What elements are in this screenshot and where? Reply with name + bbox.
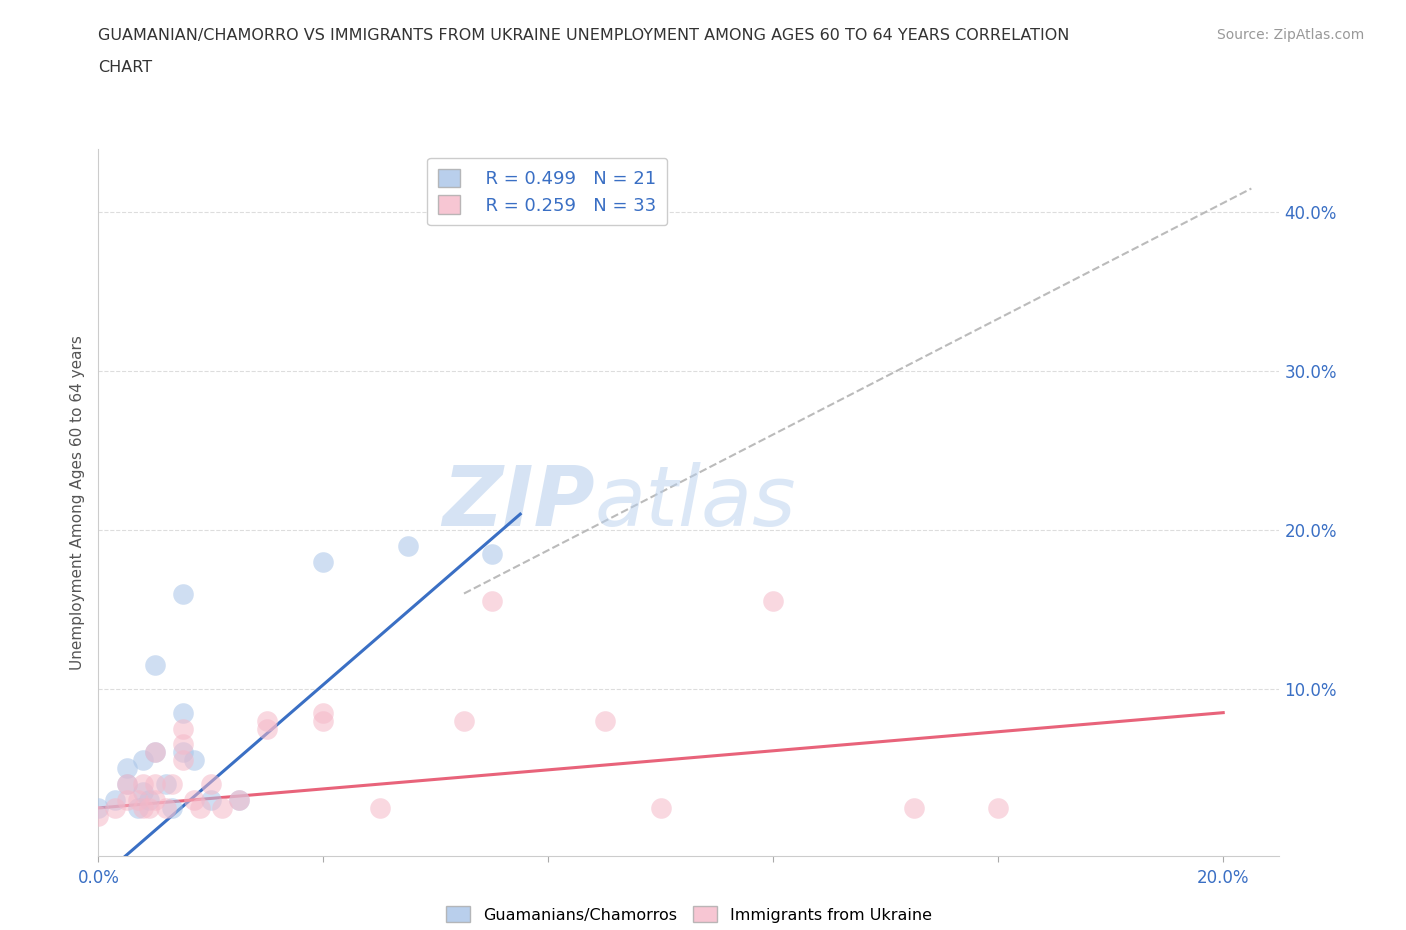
Point (172, 586, 194, 601)
Point (987, 801, 1010, 816)
Y-axis label: Unemployment Among Ages 60 to 64 years: Unemployment Among Ages 60 to 64 years (69, 335, 84, 670)
Point (481, 547, 503, 562)
Point (368, 801, 391, 816)
Point (183, 753, 205, 768)
Point (155, 777, 177, 791)
Point (160, 777, 183, 791)
Point (143, 658, 166, 672)
Text: GUAMANIAN/CHAMORRO VS IMMIGRANTS FROM UKRAINE UNEMPLOYMENT AMONG AGES 60 TO 64 Y: GUAMANIAN/CHAMORRO VS IMMIGRANTS FROM UK… (98, 28, 1070, 43)
Point (172, 753, 194, 768)
Point (132, 785, 155, 800)
Point (132, 801, 155, 816)
Point (127, 801, 149, 816)
Point (138, 792, 160, 807)
Point (312, 713, 335, 728)
Point (104, 792, 127, 807)
Point (160, 801, 183, 816)
Point (143, 745, 166, 760)
Point (87, 808, 110, 823)
Point (143, 792, 166, 807)
Text: atlas: atlas (595, 461, 796, 543)
Point (172, 745, 194, 760)
Point (228, 792, 250, 807)
Point (115, 777, 138, 791)
Point (132, 753, 155, 768)
Point (183, 792, 205, 807)
Point (762, 594, 785, 609)
Point (172, 721, 194, 736)
Point (200, 792, 222, 807)
Point (200, 777, 222, 791)
Point (481, 594, 503, 609)
Point (172, 737, 194, 751)
Point (228, 792, 250, 807)
Point (453, 713, 475, 728)
Text: Source: ZipAtlas.com: Source: ZipAtlas.com (1216, 28, 1364, 42)
Legend: Guamanians/Chamorros, Immigrants from Ukraine: Guamanians/Chamorros, Immigrants from Uk… (440, 899, 938, 929)
Point (188, 801, 211, 816)
Point (143, 777, 166, 791)
Point (312, 554, 335, 569)
Point (172, 705, 194, 720)
Point (155, 801, 177, 816)
Text: ZIP: ZIP (441, 461, 595, 543)
Point (650, 801, 672, 816)
Point (256, 721, 278, 736)
Point (115, 761, 138, 776)
Point (143, 745, 166, 760)
Text: CHART: CHART (98, 60, 152, 75)
Point (132, 777, 155, 791)
Point (104, 801, 127, 816)
Point (903, 801, 925, 816)
Point (593, 713, 616, 728)
Point (256, 713, 278, 728)
Point (312, 705, 335, 720)
Point (115, 792, 138, 807)
Point (127, 792, 149, 807)
Point (87, 801, 110, 816)
Point (138, 801, 160, 816)
Point (211, 801, 233, 816)
Point (115, 777, 138, 791)
Point (396, 538, 419, 553)
